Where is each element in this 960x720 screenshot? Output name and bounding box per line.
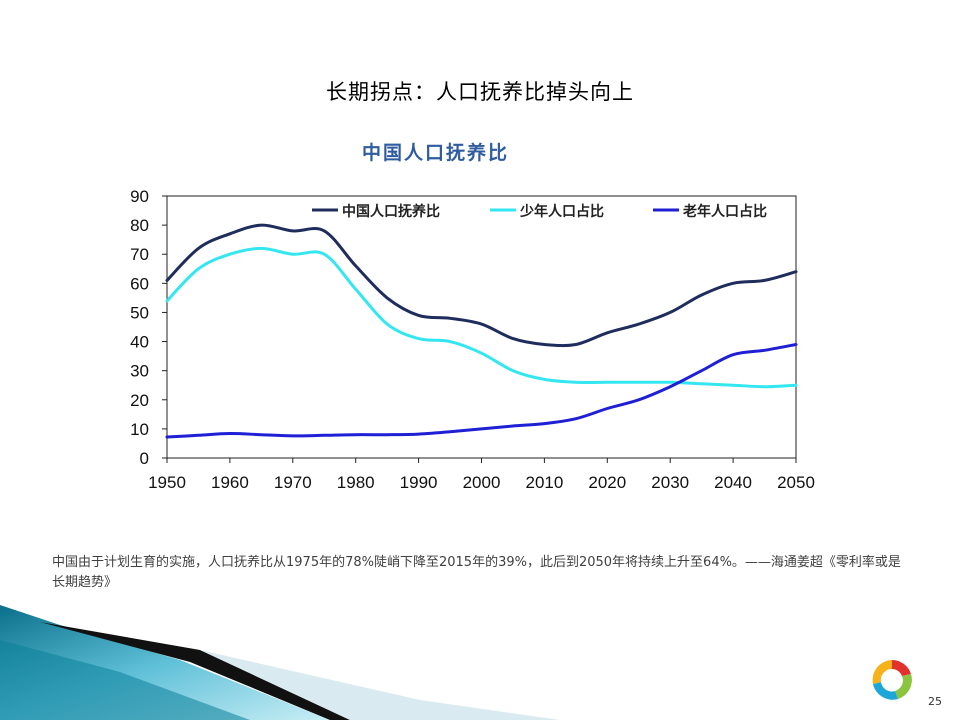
x-tick-label: 2050 [777,473,815,492]
y-tick-label: 40 [130,333,149,352]
x-tick-label: 1980 [337,473,375,492]
slide-title: 长期拐点：人口抚养比掉头向上 [326,80,634,104]
x-tick-label: 1990 [400,473,438,492]
x-tick-label: 2030 [651,473,689,492]
y-tick-label: 90 [130,187,149,206]
x-tick-label: 2020 [588,473,626,492]
x-tick-label: 2040 [714,473,752,492]
x-tick-label: 2010 [525,473,563,492]
y-tick-label: 20 [130,391,149,410]
x-tick-label: 1960 [211,473,249,492]
legend-label-3: 老年人口占比 [683,203,767,220]
chart-title: 中国人口抚养比 [362,142,510,164]
page-number: 25 [928,695,942,708]
series-line-3 [165,343,798,439]
x-tick-label: 1950 [148,473,186,492]
x-tick-label: 2000 [463,473,501,492]
legend-label-2: 少年人口占比 [519,203,604,220]
x-tick-label: 1970 [274,473,312,492]
y-tick-label: 30 [130,362,149,381]
series-line-2 [165,246,798,389]
plot-frame [166,195,797,459]
y-tick-label: 10 [130,420,149,439]
y-tick-label: 0 [140,449,149,468]
series-line-1 [165,223,798,348]
y-tick-label: 80 [130,216,149,235]
y-tick-label: 60 [130,274,149,293]
y-tick-label: 70 [130,245,149,264]
chart-caption: 中国由于计划生育的实施，人口抚养比从1975年的78%陡峭下降至2015年的39… [52,555,901,590]
legend-label-1: 中国人口抚养比 [342,203,440,220]
y-tick-label: 50 [130,303,149,322]
company-logo-icon [872,660,912,700]
